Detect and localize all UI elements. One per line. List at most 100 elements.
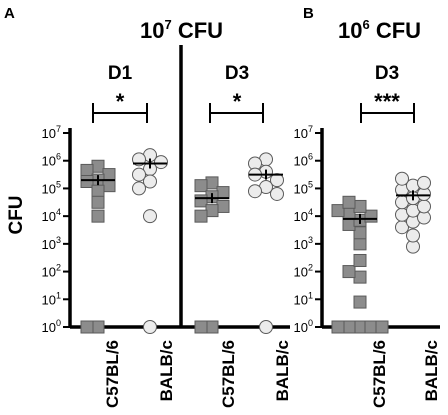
- ytick-base: 10: [294, 181, 308, 196]
- ytick-exp: 1: [308, 290, 313, 300]
- point-0-0-3: [80, 163, 94, 177]
- point-2-1-14: [395, 171, 409, 186]
- point-1-0-3: [194, 179, 208, 193]
- point-0-0-6: [80, 175, 94, 188]
- point-0-0-9: [91, 195, 105, 209]
- panel-a-ytick-label-1: 101: [42, 290, 61, 307]
- point-2-0-5: [353, 295, 367, 309]
- sig-bracket-b: ***: [360, 89, 415, 123]
- ytick-exp: 5: [56, 179, 61, 189]
- point-0-1-7: [132, 181, 146, 196]
- panel-a-ytick-label-4: 104: [42, 207, 61, 224]
- panel-b-ytick-label-7: 107: [294, 124, 313, 141]
- point-2-0-10: [353, 226, 367, 240]
- ytick-base: 10: [294, 126, 308, 141]
- ytick-base: 10: [294, 265, 308, 280]
- point-2-0-13: [364, 209, 378, 223]
- panel-a-d3-label: D3: [225, 63, 249, 84]
- point-0-0-7: [102, 179, 116, 193]
- point-0-0-2: [91, 159, 105, 173]
- sig-label-a-d1: *: [116, 89, 125, 114]
- point-0-1-8: [143, 209, 157, 224]
- ytick-exp: 0: [308, 318, 313, 328]
- ytick-base: 10: [42, 126, 56, 141]
- panel-b-ytick-label-6: 106: [294, 152, 313, 169]
- ytick-exp: 4: [56, 207, 61, 217]
- panel-a-title-unit: CFU: [172, 18, 223, 43]
- panel-a-d1-label: D1: [108, 63, 133, 84]
- panel-b-ytick-label-0: 100: [294, 318, 313, 335]
- ytick-base: 10: [42, 154, 56, 169]
- ytick-exp: 3: [56, 235, 61, 245]
- panel-b-ytick-label-2: 102: [294, 263, 313, 280]
- point-1-0-4: [216, 186, 230, 200]
- ytick-base: 10: [42, 292, 56, 307]
- ytick-base: 10: [42, 237, 56, 252]
- ytick-base: 10: [42, 265, 56, 280]
- point-2-0-8: [353, 253, 367, 267]
- point-0-0-8: [91, 184, 105, 198]
- point-2-0-17: [342, 195, 356, 209]
- ytick-exp: 1: [56, 290, 61, 300]
- panel-b-title-base: 10: [338, 18, 362, 43]
- ytick-exp: 0: [56, 318, 61, 328]
- point-1-0-0: [205, 320, 219, 334]
- panel-a-ytick-label-5: 105: [42, 179, 61, 196]
- panel-b-title: 106 CFU: [338, 17, 421, 43]
- ytick-base: 10: [42, 209, 56, 224]
- x-tick-a-d1-c57: C57BL/6: [103, 340, 122, 408]
- ytick-exp: 5: [308, 179, 313, 189]
- x-tick-b-balb: BALB/c: [422, 340, 441, 401]
- point-1-1-0: [259, 320, 273, 334]
- point-0-0-0: [91, 320, 105, 334]
- ytick-exp: 2: [56, 263, 61, 273]
- point-2-0-9: [353, 237, 367, 251]
- point-1-0-7: [216, 199, 230, 213]
- ytick-base: 10: [294, 320, 308, 335]
- point-2-0-11: [342, 217, 356, 231]
- point-1-0-9: [194, 209, 208, 223]
- ytick-exp: 2: [308, 263, 313, 273]
- point-0-1-6: [143, 174, 157, 189]
- point-2-0-7: [342, 265, 356, 279]
- point-2-0-1: [342, 320, 356, 334]
- panel-a-ytick-label-2: 102: [42, 263, 61, 280]
- ytick-exp: 3: [308, 235, 313, 245]
- panel-b-ytick-label-4: 104: [294, 207, 313, 224]
- point-0-1-3: [154, 155, 168, 170]
- panel-b-ytick-label-1: 101: [294, 290, 313, 307]
- point-2-0-15: [331, 204, 345, 218]
- x-tick-a-d1-balb: BALB/c: [157, 340, 176, 401]
- panel-b-d3-label: D3: [375, 63, 399, 84]
- panel-a-title-base: 10: [140, 18, 164, 43]
- point-0-1-5: [132, 167, 146, 182]
- point-1-0-8: [205, 204, 219, 218]
- point-2-0-0: [353, 320, 367, 334]
- point-0-0-1: [80, 320, 94, 334]
- point-2-0-16: [353, 199, 367, 213]
- panel-a-ytick-label-0: 100: [42, 318, 61, 335]
- ytick-base: 10: [294, 292, 308, 307]
- panel-a-ytick-label-7: 107: [42, 124, 61, 141]
- point-0-0-10: [91, 209, 105, 223]
- ytick-base: 10: [42, 181, 56, 196]
- panel-a-ytick-label-3: 103: [42, 235, 61, 252]
- panel-b-title-unit: CFU: [370, 18, 421, 43]
- ytick-base: 10: [294, 154, 308, 169]
- point-0-0-4: [102, 168, 116, 182]
- ytick-base: 10: [294, 237, 308, 252]
- point-1-1-8: [270, 186, 284, 201]
- point-2-0-14: [342, 206, 356, 220]
- sig-label-a-d3: *: [233, 89, 242, 114]
- panel-b-letter: B: [303, 5, 314, 22]
- ytick-exp: 7: [308, 124, 313, 134]
- ytick-base: 10: [294, 209, 308, 224]
- y-axis-label: CFU: [6, 195, 27, 234]
- point-1-0-6: [194, 194, 208, 208]
- ytick-exp: 6: [56, 152, 61, 162]
- point-2-0-2: [364, 320, 378, 334]
- point-2-1-7: [417, 199, 431, 214]
- panel-b-ytick-label-3: 103: [294, 235, 313, 252]
